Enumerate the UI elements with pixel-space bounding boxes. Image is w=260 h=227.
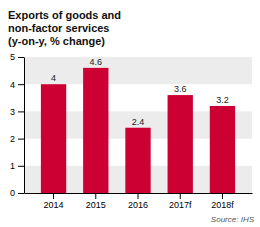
data-label: 2.4	[132, 117, 145, 127]
bars	[41, 68, 235, 193]
grid-band	[24, 57, 252, 84]
x-tick-label: 2015	[86, 200, 106, 210]
x-tick-mark	[95, 193, 96, 199]
y-axis-line	[24, 58, 25, 194]
x-tick: 2015	[86, 193, 106, 210]
y-tick-label: 1	[10, 161, 15, 171]
x-tick-mark	[138, 193, 139, 199]
data-label: 4.6	[90, 57, 103, 67]
y-tick: 3	[10, 107, 24, 117]
data-label: 3.6	[174, 84, 187, 94]
y-tick-mark	[18, 111, 24, 112]
data-label: 4	[51, 73, 56, 83]
x-axis: 2014 2015 2016 2017f 2018f	[25, 193, 253, 210]
title: Exports of goods andnon-factor services(…	[8, 9, 121, 47]
x-tick: 2016	[128, 193, 148, 210]
x-tick-label: 2018f	[211, 200, 234, 210]
y-tick: 2	[10, 134, 24, 144]
y-tick-label: 0	[10, 188, 15, 198]
x-tick-mark	[53, 193, 54, 199]
data-labels: 4 4.6 2.4 3.6 3.2	[51, 57, 229, 127]
x-tick: 2017f	[169, 193, 192, 210]
data-label: 3.2	[216, 95, 229, 105]
y-tick-label: 5	[10, 52, 15, 62]
x-tick-label: 2016	[128, 200, 148, 210]
y-tick-mark	[18, 166, 24, 167]
annotation: Source: IHS	[211, 215, 255, 224]
x-tick-mark	[180, 193, 181, 199]
grid	[24, 57, 252, 193]
bar	[168, 95, 193, 193]
y-axis: 0 1 2 3 4 5	[10, 52, 25, 198]
y-tick-label: 4	[10, 80, 15, 90]
y-tick-mark	[18, 84, 24, 85]
x-tick-mark	[222, 193, 223, 199]
y-tick-mark	[18, 139, 24, 140]
bar	[125, 128, 150, 193]
bar	[41, 84, 66, 193]
y-tick-label: 3	[10, 107, 15, 117]
x-tick-label: 2017f	[169, 200, 192, 210]
y-tick: 4	[10, 80, 24, 90]
plot: 4 4.6 2.4 3.6 3.2 2014 2015 2016 2017f 2018f 0 1 2 3 4…	[10, 52, 253, 210]
y-tick: 5	[10, 52, 24, 62]
x-tick: 2014	[44, 193, 64, 210]
chart: Exports of goods andnon-factor services(…	[0, 0, 260, 227]
y-tick: 1	[10, 161, 24, 171]
y-tick: 0	[10, 188, 24, 198]
x-tick: 2018f	[211, 193, 234, 210]
bar	[83, 68, 108, 193]
y-tick-label: 2	[10, 134, 15, 144]
bar	[210, 106, 235, 193]
y-tick-mark	[18, 57, 24, 58]
x-tick-label: 2014	[44, 200, 64, 210]
y-tick-mark	[18, 193, 24, 194]
